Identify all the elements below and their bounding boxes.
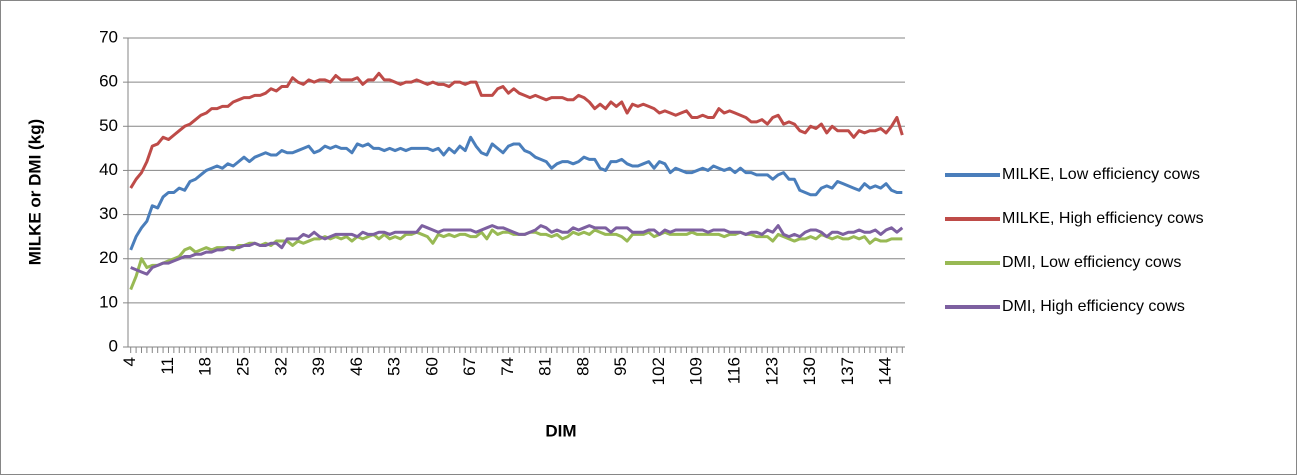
x-tick-label: 32	[271, 357, 290, 376]
x-tick-label: 39	[309, 357, 328, 376]
legend-label: MILKE, High efficiency cows	[1002, 210, 1204, 227]
y-tick-label: 50	[99, 116, 118, 135]
x-tick-label: 144	[876, 357, 895, 385]
x-tick-label: 102	[649, 357, 668, 385]
x-tick-label: 4	[120, 357, 139, 366]
x-tick-label: 74	[498, 357, 517, 376]
y-axis-label: MILKE or DMI (kg)	[25, 119, 44, 265]
x-tick-label: 11	[158, 357, 177, 375]
x-tick-label: 130	[800, 357, 819, 385]
y-tick-label: 40	[99, 160, 118, 179]
x-tick-label: 25	[233, 357, 252, 376]
legend-label: DMI, Low efficiency cows	[1002, 254, 1181, 271]
x-tick-label: 81	[536, 357, 555, 376]
x-tick-label: 109	[687, 357, 706, 385]
x-tick-label: 46	[347, 357, 366, 376]
x-tick-label: 95	[611, 357, 630, 376]
x-tick-label: 88	[573, 357, 592, 376]
legend-label: DMI, High efficiency cows	[1002, 298, 1185, 315]
series-line	[129, 71, 904, 189]
x-tick-label: 60	[422, 357, 441, 376]
x-tick-label: 137	[838, 357, 857, 385]
y-tick-label: 20	[99, 248, 118, 267]
series-line	[130, 224, 904, 276]
y-tick-label: 30	[99, 204, 118, 223]
y-tick-label: 70	[99, 27, 118, 46]
x-tick-label: 67	[460, 357, 479, 376]
legend-label: MILKE, Low efficiency cows	[1002, 166, 1200, 183]
x-tick-label: 18	[196, 357, 215, 376]
x-tick-label: 123	[762, 357, 781, 385]
x-axis-label: DIM	[545, 421, 576, 440]
series-line	[129, 135, 903, 251]
x-tick-label: 53	[385, 357, 404, 376]
y-tick-label: 10	[99, 292, 118, 311]
x-tick-label: 116	[725, 357, 744, 384]
y-tick-label: 60	[99, 72, 118, 91]
y-tick-label: 0	[109, 336, 118, 355]
